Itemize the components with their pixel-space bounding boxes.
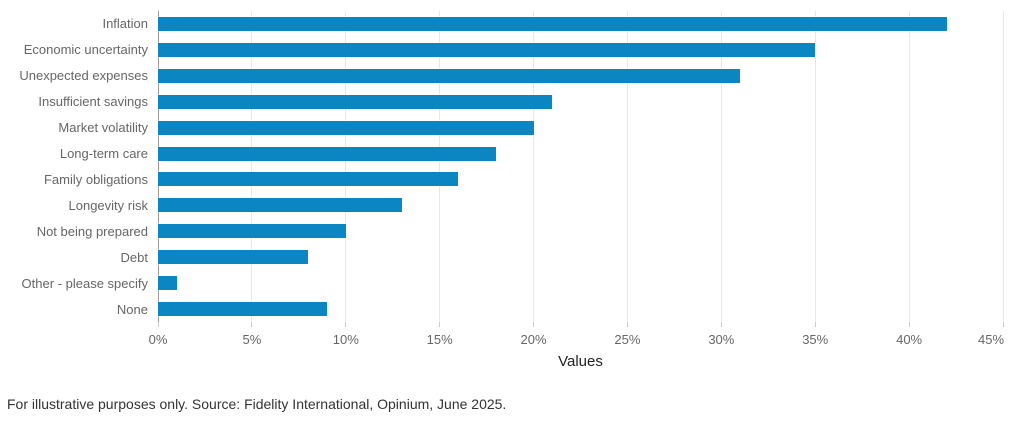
x-tick-label: 5% [242, 332, 262, 347]
bar-insufficient-savings[interactable] [158, 94, 553, 109]
category-label: Family obligations [43, 171, 148, 187]
x-tick-label: 15% [426, 332, 453, 347]
category-label: Insufficient savings [38, 94, 148, 110]
gridline [345, 11, 347, 322]
gridline [251, 11, 253, 322]
bar-row [158, 296, 1003, 322]
axis-tick [533, 322, 535, 327]
axis-tick [908, 322, 910, 327]
bar-row [158, 63, 1003, 89]
gridline [908, 11, 910, 322]
bar-row [158, 192, 1003, 218]
axis-tick [157, 322, 159, 327]
bar-debt[interactable] [158, 250, 309, 265]
x-tick-label: 10% [332, 332, 359, 347]
x-tick-label: 0% [148, 332, 168, 347]
x-tick-labels: 0% 5% 10% 15% 20% 25% 30% 35% 40% 45% [149, 332, 1005, 348]
category-label: Market volatility [58, 120, 148, 136]
gridline [720, 11, 722, 322]
bar-row [158, 11, 1003, 37]
bar-row [158, 37, 1003, 63]
category-label: Not being prepared [36, 223, 148, 239]
category-label: Longevity risk [68, 197, 148, 213]
x-tick-label: 45% [977, 332, 1005, 347]
category-label: Debt [120, 249, 148, 265]
y-axis-line [157, 11, 159, 322]
bar-row [158, 244, 1003, 270]
bar-row [158, 115, 1003, 141]
axis-tick [1002, 322, 1004, 327]
gridline [814, 11, 816, 322]
bar-none[interactable] [158, 302, 327, 317]
axis-tick [345, 322, 347, 327]
x-tick-label: 25% [614, 332, 641, 347]
bar-longevity-risk[interactable] [158, 198, 403, 213]
category-label: None [116, 301, 148, 317]
bar-row [158, 270, 1003, 296]
footer-note: For illustrative purposes only. Source: … [7, 396, 507, 412]
category-label: Other - please specify [21, 275, 148, 291]
x-axis-title: Values [558, 353, 603, 370]
x-tick-label: 20% [520, 332, 547, 347]
plot-area [157, 11, 1004, 322]
bar-market-volatility[interactable] [158, 120, 534, 135]
bar-other-please-specify[interactable] [158, 276, 177, 291]
category-label: Inflation [102, 16, 148, 32]
bar-row [158, 218, 1003, 244]
axis-tick [439, 322, 441, 327]
bar-not-being-prepared[interactable] [158, 224, 346, 239]
bar-economic-uncertainty[interactable] [158, 42, 816, 57]
category-label: Unexpected expenses [19, 68, 148, 84]
gridline [626, 11, 628, 322]
axis-tick [251, 322, 253, 327]
axis-tick [720, 322, 722, 327]
x-tick-label: 40% [896, 332, 923, 347]
category-label: Economic uncertainty [23, 42, 148, 58]
gridline [533, 11, 535, 322]
axis-tick [626, 322, 628, 327]
category-labels: Inflation Economic uncertainty Unexpected … [0, 11, 148, 322]
x-tick-label: 35% [802, 332, 829, 347]
axis-tick [814, 322, 816, 327]
x-tick-label: 30% [708, 332, 735, 347]
bar-row [158, 141, 1003, 167]
category-label: Long-term care [59, 146, 148, 162]
bar-row [158, 167, 1003, 193]
gridline [1002, 11, 1004, 322]
bar-unexpected-expenses[interactable] [158, 68, 741, 83]
bar-inflation[interactable] [158, 16, 947, 31]
x-axis-ticks [157, 322, 1004, 327]
bar-row [158, 89, 1003, 115]
gridline [439, 11, 441, 322]
bar-family-obligations[interactable] [158, 172, 459, 187]
bar-long-term-care[interactable] [158, 146, 496, 161]
